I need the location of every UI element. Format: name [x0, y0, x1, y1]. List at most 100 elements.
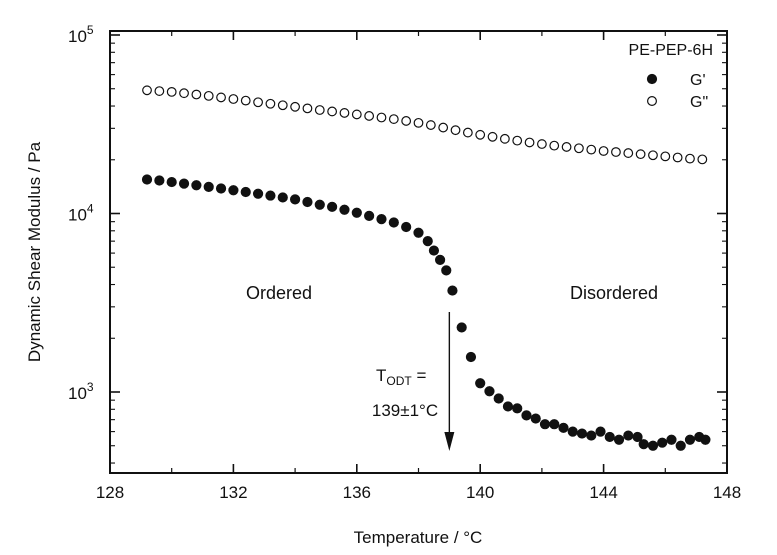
data-point-g-prime — [484, 386, 495, 397]
series-g-double-prime — [142, 85, 708, 165]
data-point-g-double-prime — [277, 100, 288, 111]
data-point-g-prime — [586, 430, 597, 441]
data-point-g-double-prime — [327, 106, 338, 117]
data-point-g-prime — [314, 199, 325, 210]
data-point-g-prime — [475, 378, 486, 389]
data-point-g-double-prime — [265, 98, 276, 109]
axis-ticks — [109, 31, 728, 473]
data-point-g-prime — [388, 217, 399, 228]
data-point-g-double-prime — [401, 116, 412, 126]
data-point-g-double-prime — [499, 133, 510, 144]
y-tick-base: 10 — [68, 206, 87, 225]
data-point-g-prime — [558, 422, 569, 433]
data-point-g-prime — [252, 188, 264, 199]
data-point-g-prime — [595, 426, 606, 437]
data-point-g-prime — [240, 186, 251, 198]
legend: PE-PEP-6H G' G" — [629, 42, 713, 111]
data-point-g-double-prime — [611, 147, 621, 157]
data-point-g-double-prime — [512, 135, 523, 146]
ordered-label: Ordered — [246, 283, 312, 303]
x-tick-label: 140 — [466, 483, 494, 502]
data-point-g-double-prime — [524, 137, 535, 148]
data-point-g-prime — [277, 192, 288, 203]
data-point-g-prime — [166, 176, 177, 188]
data-point-g-prime — [401, 221, 412, 233]
y-axis-title: Dynamic Shear Modulus / Pa — [25, 141, 44, 362]
series-g-prime — [141, 174, 711, 451]
data-point-g-prime — [141, 174, 153, 185]
data-point-g-double-prime — [376, 112, 387, 123]
data-point-g-prime — [215, 183, 227, 194]
data-point-g-double-prime — [191, 89, 202, 100]
disordered-label: Disordered — [570, 283, 658, 303]
x-tick-label: 132 — [219, 483, 247, 502]
data-point-g-double-prime — [339, 108, 350, 118]
data-point-g-double-prime — [302, 103, 313, 114]
data-point-g-double-prime — [154, 86, 165, 96]
data-point-g-double-prime — [475, 129, 486, 140]
data-point-g-prime — [684, 434, 696, 445]
x-axis-title: Temperature / °C — [354, 528, 483, 547]
data-point-g-double-prime — [314, 105, 325, 115]
data-point-g-double-prime — [648, 150, 658, 161]
data-point-g-prime — [632, 431, 643, 443]
data-point-g-double-prime — [697, 154, 708, 165]
data-point-g-double-prime — [290, 101, 301, 112]
data-point-g-prime — [154, 175, 165, 186]
data-point-g-prime — [290, 194, 301, 205]
data-point-g-double-prime — [487, 131, 498, 142]
data-point-g-prime — [364, 210, 375, 221]
odt-equals: = — [412, 366, 427, 385]
data-point-g-prime — [623, 430, 634, 441]
data-point-g-prime — [351, 207, 362, 218]
data-point-g-prime — [465, 351, 477, 363]
data-point-g-prime — [302, 196, 313, 208]
data-point-g-prime — [376, 214, 387, 225]
legend-title: PE-PEP-6H — [629, 42, 713, 59]
legend-marker-g-prime — [646, 73, 658, 85]
data-point-g-prime — [428, 245, 440, 256]
data-point-g-prime — [434, 254, 446, 265]
odt-value: 139±1°C — [372, 401, 438, 420]
data-point-g-prime — [493, 393, 504, 404]
data-point-g-prime — [327, 201, 338, 212]
data-point-g-prime — [530, 413, 541, 424]
y-tick-exponent: 4 — [87, 202, 94, 216]
data-point-g-prime — [413, 227, 424, 238]
data-point-g-double-prime — [574, 143, 584, 154]
y-tick-label: 104 — [68, 202, 94, 225]
x-tick-label: 128 — [96, 483, 124, 502]
data-point-g-double-prime — [364, 111, 375, 121]
data-point-g-double-prime — [142, 85, 152, 96]
data-point-g-double-prime — [253, 97, 263, 108]
data-point-g-prime — [339, 204, 350, 215]
data-point-g-prime — [539, 419, 551, 430]
data-point-g-prime — [647, 440, 659, 451]
data-point-g-prime — [567, 426, 578, 437]
data-point-g-double-prime — [623, 148, 634, 158]
data-point-g-double-prime — [388, 114, 399, 124]
data-point-g-double-prime — [413, 117, 424, 128]
data-point-g-prime — [203, 181, 214, 192]
data-point-g-prime — [675, 440, 686, 451]
data-point-g-prime — [638, 439, 649, 450]
data-point-g-prime — [700, 434, 711, 445]
data-point-g-double-prime — [450, 125, 461, 136]
data-point-g-double-prime — [166, 86, 177, 97]
data-point-g-prime — [228, 185, 239, 196]
data-point-g-prime — [502, 401, 514, 412]
x-tick-label: 148 — [713, 483, 741, 502]
data-point-g-prime — [549, 419, 560, 430]
odt-subscript: ODT — [386, 374, 412, 388]
data-point-g-double-prime — [240, 95, 251, 106]
y-tick-base: 10 — [68, 27, 87, 46]
y-tick-base: 10 — [68, 384, 87, 403]
data-point-g-double-prime — [549, 140, 560, 151]
data-point-g-double-prime — [635, 149, 646, 160]
data-point-g-double-prime — [561, 142, 572, 152]
legend-label-g-prime: G' — [690, 72, 706, 89]
y-tick-exponent: 5 — [87, 23, 94, 37]
legend-marker-g-double-prime — [646, 95, 657, 106]
